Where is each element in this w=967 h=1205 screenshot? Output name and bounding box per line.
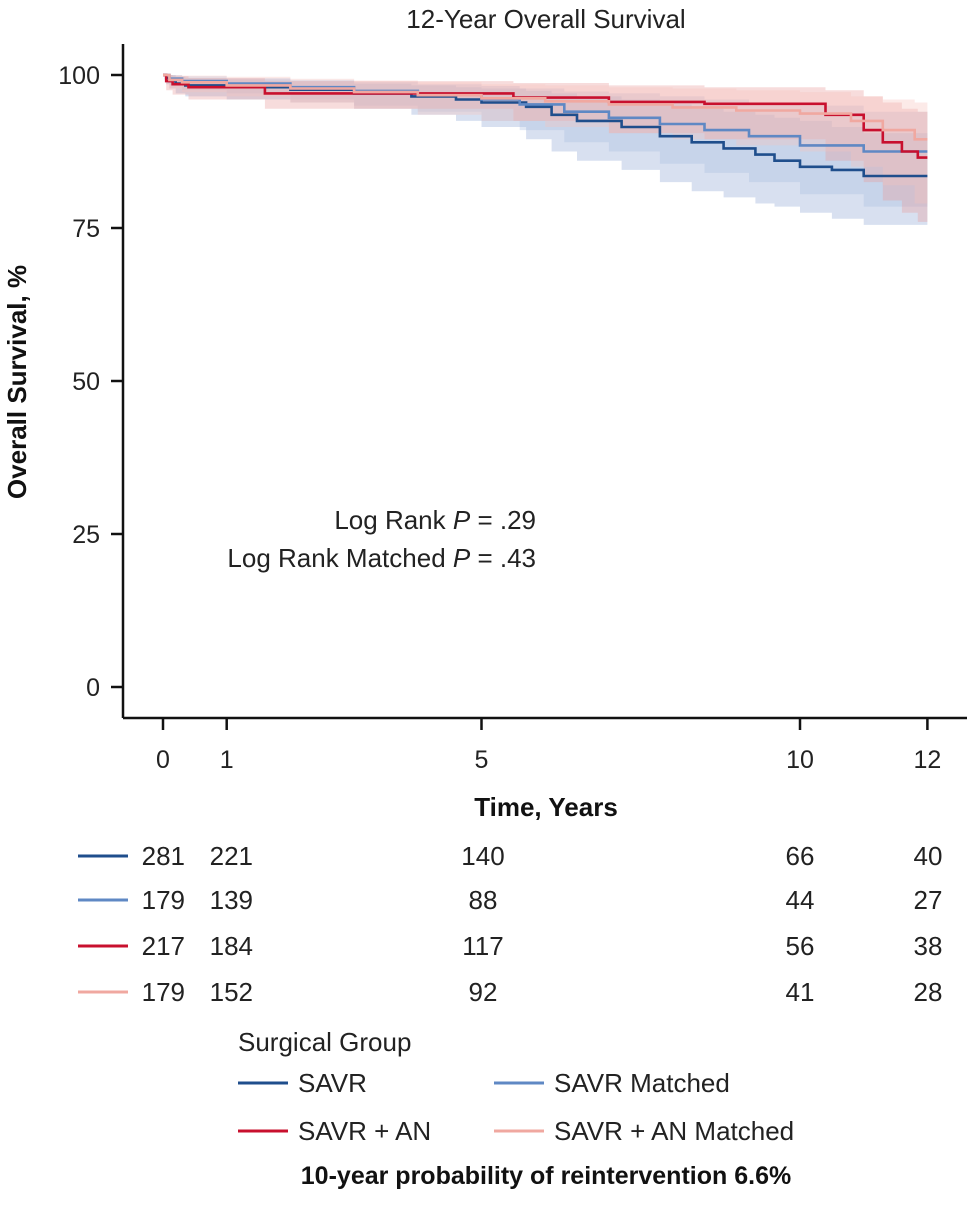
x-tick-label: 5 (475, 746, 489, 774)
annotation-value: = .43 (470, 543, 536, 573)
risk-count-savr-matched: 179 (142, 885, 185, 915)
annotation-prefix: Log Rank (334, 505, 453, 535)
risk-count-savr-matched: 27 (914, 885, 943, 915)
x-tick-label: 12 (913, 746, 941, 774)
log-rank-annotation: Log Rank P = .29 (334, 505, 536, 535)
risk-count-savr-plus-an: 184 (210, 931, 253, 961)
footnote: 10-year probability of reintervention 6.… (301, 1162, 791, 1190)
number-at-risk-table: 281 221 140 66 40 179 139 88 44 27 217 184 117 56 38 17… (78, 841, 942, 1007)
y-tick-label: 100 (58, 62, 100, 90)
curve-savr-plus-an (163, 73, 928, 159)
legend-label-savr: SAVR (298, 1068, 367, 1098)
y-tick-label: 50 (72, 368, 100, 396)
annotation-p-symbol: P (453, 505, 471, 535)
y-axis-ticks: 0 25 50 75 100 (58, 62, 123, 702)
risk-count-savr-matched: 44 (786, 885, 815, 915)
legend-label-savr-plus-an-matched: SAVR + AN Matched (554, 1116, 794, 1146)
curve-savr-plus-an-matched (163, 73, 928, 141)
y-tick-label: 75 (72, 215, 100, 243)
annotation-prefix: Log Rank Matched (227, 543, 452, 573)
risk-count-savr: 281 (142, 841, 185, 871)
risk-count-savr-plus-an-matched: 179 (142, 977, 185, 1007)
risk-count-savr-plus-an: 217 (142, 931, 185, 961)
x-tick-label: 1 (220, 746, 234, 774)
y-tick-label: 25 (72, 521, 100, 549)
x-tick-label: 0 (156, 746, 170, 774)
risk-count-savr-plus-an-matched: 28 (914, 977, 943, 1007)
risk-count-savr-plus-an: 117 (462, 931, 503, 961)
log-rank-annotation: Log Rank Matched P = .43 (227, 543, 536, 573)
legend-title: Surgical Group (238, 1027, 411, 1057)
risk-count-savr-plus-an-matched: 152 (210, 977, 253, 1007)
risk-count-savr: 140 (461, 841, 504, 871)
survival-curves (163, 73, 928, 178)
chart-title: 12-Year Overall Survival (406, 4, 685, 34)
x-tick-label: 10 (786, 746, 814, 774)
y-axis-title: Overall Survival, % (2, 265, 32, 499)
annotation-p-symbol: P (453, 543, 471, 573)
risk-count-savr-matched: 88 (469, 885, 498, 915)
legend: Surgical Group SAVR SAVR Matched SAVR + AN… (238, 1027, 794, 1146)
risk-count-savr-plus-an-matched: 41 (786, 977, 815, 1007)
annotation-value: = .29 (470, 505, 536, 535)
risk-count-savr-plus-an: 56 (786, 931, 815, 961)
risk-count-savr: 66 (786, 841, 815, 871)
log-rank-annotations: Log Rank P = .29 Log Rank Matched P = .43 (227, 505, 536, 573)
legend-label-savr-plus-an: SAVR + AN (298, 1116, 431, 1146)
ci-band-savr (163, 75, 928, 225)
risk-count-savr-matched: 139 (210, 885, 253, 915)
y-tick-label: 0 (86, 674, 100, 702)
x-axis-title: Time, Years (474, 792, 618, 822)
risk-count-savr: 221 (210, 841, 253, 871)
risk-count-savr: 40 (914, 841, 943, 871)
x-axis-ticks: 0 1 5 10 12 (156, 718, 941, 774)
legend-label-savr-matched: SAVR Matched (554, 1068, 730, 1098)
risk-count-savr-plus-an: 38 (914, 931, 943, 961)
risk-count-savr-plus-an-matched: 92 (469, 977, 498, 1007)
